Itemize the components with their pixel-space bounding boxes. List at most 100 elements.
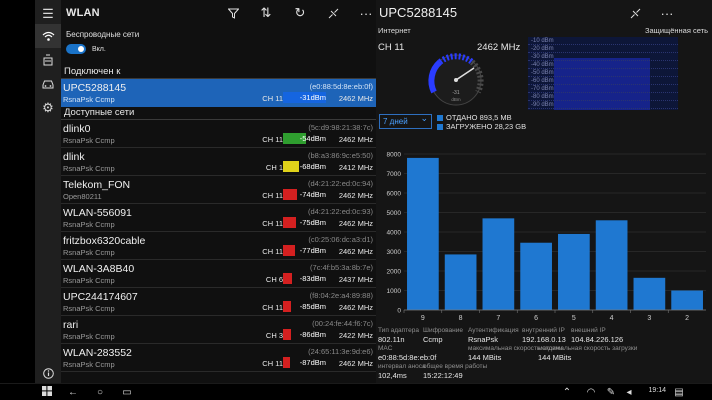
signal-meter: -68dBm — [283, 161, 328, 172]
network-row[interactable]: fritzbox6320cable (c0:25:06:dc:a3:d1) Rs… — [61, 232, 376, 260]
network-frequency: 2412 MHz — [338, 163, 373, 172]
info-value: 192.168.0.13 — [522, 335, 566, 344]
nav-wifi-icon[interactable] — [35, 24, 61, 48]
task-view-icon[interactable]: ▭ — [122, 387, 132, 398]
wireless-toggle[interactable] — [66, 44, 86, 54]
y-tick-label: 7000 — [387, 171, 402, 178]
signal-meter: -86dBm — [283, 329, 328, 340]
network-ssid: Telekom_FON — [63, 179, 131, 191]
network-frequency: 2437 MHz — [338, 275, 373, 284]
network-channel: CH 11 — [262, 94, 283, 103]
nav-info-icon[interactable] — [35, 361, 61, 385]
info-label: максимальная скорость загрузки — [538, 345, 638, 352]
clock[interactable]: 19:14 — [648, 387, 666, 394]
hamburger-menu-icon[interactable]: ☰ — [42, 6, 54, 21]
refresh-icon[interactable]: ↻ — [294, 5, 306, 20]
info-value: RsnaPsk — [468, 335, 499, 344]
wireless-toggle-state: Вкл. — [92, 45, 106, 53]
time-range-dropdown[interactable]: 7 дней — [379, 112, 432, 129]
signal-fill — [283, 245, 295, 256]
info-label: максимальная скорость отдачи — [468, 345, 563, 352]
network-channel: CH 11 — [262, 191, 283, 200]
info-label: Тип адаптера — [378, 327, 419, 334]
app-title: WLAN — [66, 7, 100, 19]
dbm-scale-label: -80 dBm — [528, 94, 678, 101]
network-ssid: WLAN-3A8B40 — [63, 263, 135, 275]
signal-meter: -85dBm — [283, 301, 328, 312]
signal-meter: -54dBm — [283, 133, 328, 144]
notification-up-icon[interactable]: ⌃ — [562, 387, 572, 398]
signal-fill — [283, 92, 326, 103]
network-security: RsnaPsk Ccmp — [63, 276, 115, 285]
back-arrow-icon[interactable]: ← — [68, 387, 78, 398]
network-mac: (24:65:11:3e:9d:e6) — [308, 347, 373, 356]
network-ssid: dlink0 — [63, 123, 91, 135]
search-icon[interactable]: ○ — [96, 387, 104, 398]
network-security: RsnaPsk Ccmp — [63, 360, 115, 369]
signal-strength: -68dBm — [299, 162, 326, 171]
network-security: RsnaPsk Ccmp — [63, 136, 115, 145]
y-tick-label: 5000 — [387, 210, 402, 217]
network-row[interactable]: dlink (b8:a3:86:9c:e5:50) RsnaPsk Ccmp C… — [61, 148, 376, 176]
info-label: внешний IP — [571, 327, 606, 334]
nav-settings-gear-icon[interactable]: ⚙ — [42, 100, 54, 115]
nav-car-icon[interactable] — [35, 72, 61, 96]
bar — [671, 290, 703, 310]
network-row[interactable]: rari (00:24:fe:44:f6:7c) RsnaPsk Ccmp CH… — [61, 316, 376, 344]
sort-icon[interactable]: ⇅ — [260, 5, 272, 20]
signal-meter: -83dBm — [283, 273, 328, 284]
detail-more-options-icon[interactable]: ··· — [660, 5, 674, 21]
network-frequency: 2462 MHz — [338, 135, 373, 144]
info-value: 102,4ms — [378, 371, 407, 380]
legend-received-swatch — [437, 123, 443, 130]
network-security: RsnaPsk Ccmp — [63, 304, 115, 313]
info-value: 802.11n — [378, 335, 405, 344]
tray-volume-icon[interactable]: ◂ — [626, 387, 632, 398]
signal-fill — [283, 273, 292, 284]
tray-wifi-icon[interactable]: ◠ — [586, 387, 596, 398]
info-value: 144 MBits — [538, 353, 572, 362]
start-windows-icon[interactable] — [40, 386, 54, 399]
wireless-toggle-block: Беспроводные сети Вкл. — [61, 26, 376, 66]
network-ssid: UPC5288145 — [63, 82, 127, 94]
info-label: MAC — [378, 345, 393, 352]
nav-router-icon[interactable] — [35, 48, 61, 72]
detail-title: UPC5288145 — [379, 5, 458, 20]
network-row[interactable]: UPC244174607 (f8:04:2e:a4:89:88) RsnaPsk… — [61, 288, 376, 316]
signal-meter: -75dBm — [283, 217, 328, 228]
filter-icon[interactable] — [222, 3, 244, 23]
network-row[interactable]: UPC5288145 (e0:88:5d:8e:eb:0f) RsnaPsk C… — [61, 79, 376, 107]
network-channel: CH 11 — [262, 303, 283, 312]
network-ssid: WLAN-556091 — [63, 207, 132, 219]
y-tick-label: 3000 — [387, 249, 402, 256]
detail-disconnect-icon[interactable] — [624, 3, 646, 23]
gauge-unit: dBm — [451, 97, 461, 102]
signal-fill — [283, 329, 291, 340]
signal-gauge: -31 dBm — [428, 53, 484, 106]
action-center-icon[interactable]: ▤ — [674, 387, 684, 398]
network-row[interactable]: dlink0 (5c:d9:98:21:38:7c) RsnaPsk Ccmp … — [61, 120, 376, 148]
signal-strength: -75dBm — [299, 218, 326, 227]
dbm-scale-panel: -10 dBm -20 dBm -30 dBm -40 dBm -50 dBm -60 d… — [528, 37, 678, 110]
network-mac: (00:24:fe:44:f6:7c) — [312, 319, 373, 328]
info-value: e0:88:5d:8e:eb:0f — [378, 353, 437, 362]
network-ssid: fritzbox6320cable — [63, 235, 146, 247]
info-label: общее время работы — [423, 363, 488, 370]
network-row[interactable]: WLAN-556091 (d4:21:22:ed:0c:93) RsnaPsk … — [61, 204, 376, 232]
signal-strength: -77dBm — [299, 246, 326, 255]
network-channel: CH 11 — [262, 359, 283, 368]
network-row[interactable]: WLAN-283552 (24:65:11:3e:9d:e6) RsnaPsk … — [61, 344, 376, 372]
disconnect-icon[interactable] — [322, 3, 344, 23]
network-security: RsnaPsk Ccmp — [63, 164, 115, 173]
network-row[interactable]: Telekom_FON (d4:21:22:ed:0c:94) Open8021… — [61, 176, 376, 204]
network-frequency: 2462 MHz — [338, 94, 373, 103]
bar — [558, 233, 590, 310]
bar — [595, 220, 628, 310]
network-mac: (e0:88:5d:8e:eb:0f) — [309, 82, 373, 91]
tray-pen-icon[interactable]: ✎ — [606, 387, 616, 398]
network-row[interactable]: WLAN-3A8B40 (7c:4f:b5:3a:8b:7e) RsnaPsk … — [61, 260, 376, 288]
more-options-icon[interactable]: ··· — [359, 5, 373, 21]
info-label: интервал аноса — [378, 363, 426, 370]
y-tick-label: 8000 — [387, 152, 402, 159]
